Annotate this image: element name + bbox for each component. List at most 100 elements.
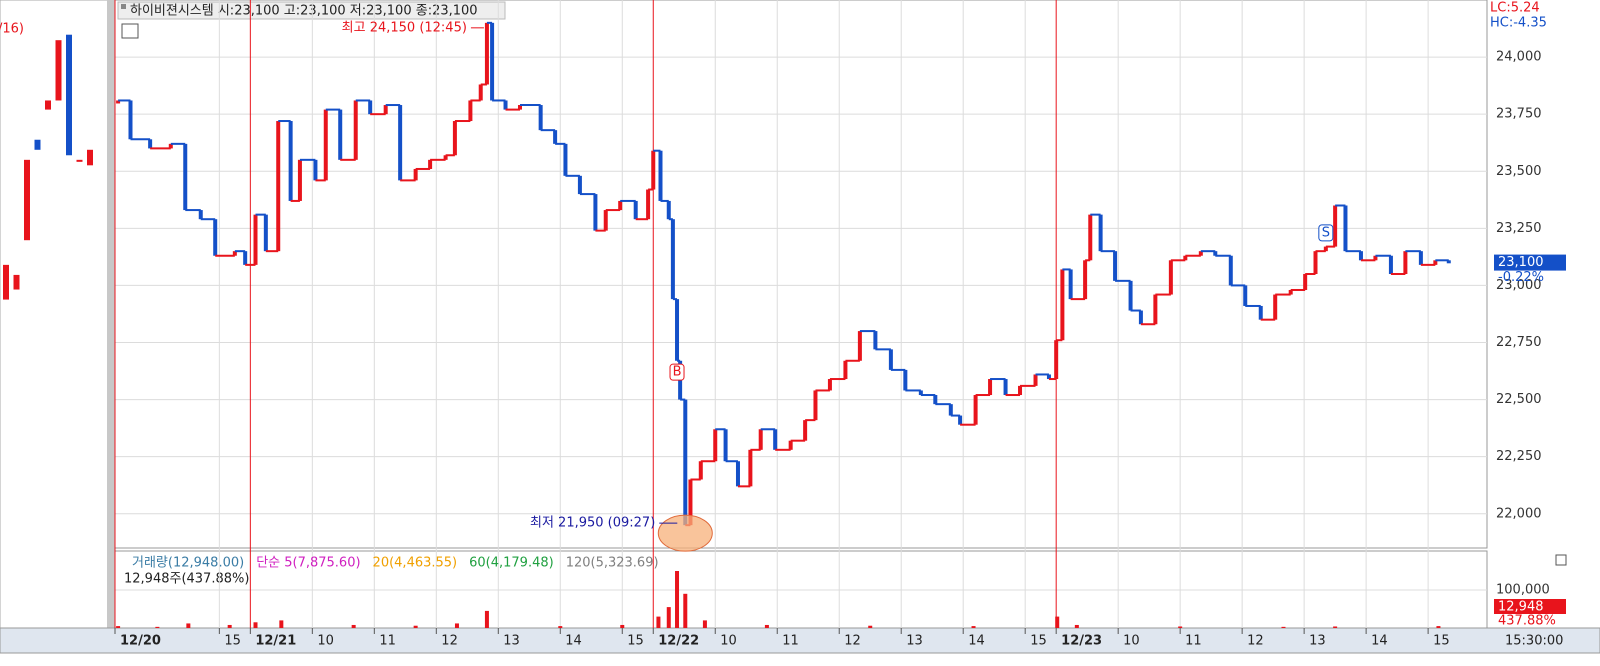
price-bar	[666, 200, 671, 220]
volume-bar	[155, 626, 160, 628]
price-bar	[658, 150, 663, 201]
y-tick-label: 23,500	[1496, 164, 1542, 179]
x-tick-label: 11	[782, 634, 799, 649]
price-bar	[773, 429, 778, 450]
volume-bar	[558, 626, 563, 628]
price-bar	[1088, 214, 1093, 261]
volume-bar	[454, 623, 459, 628]
signal-marker	[669, 363, 685, 381]
mini-candle	[76, 159, 83, 162]
price-bar	[633, 200, 638, 220]
price-bar	[353, 100, 358, 160]
price-bar	[563, 143, 568, 176]
price-bar	[843, 360, 848, 380]
price-bar	[675, 299, 680, 361]
price-bar	[1388, 255, 1393, 274]
price-bar	[443, 155, 448, 160]
x-tick-label: 13	[906, 634, 923, 649]
current-price-box	[1494, 254, 1566, 271]
close-icon[interactable]	[1555, 554, 1567, 566]
price-bar	[538, 105, 543, 131]
price-bar	[428, 159, 433, 169]
volume-bar	[702, 620, 707, 628]
price-bar	[263, 214, 268, 252]
price-bar	[232, 251, 237, 256]
price-bar	[1343, 205, 1348, 252]
price-bar	[198, 210, 203, 220]
price-bar	[1433, 260, 1438, 265]
hc-label: HC:-4.35	[1490, 16, 1547, 31]
lc-label: LC:5.24	[1490, 1, 1540, 16]
price-bar	[651, 150, 656, 190]
price-bar	[288, 121, 293, 201]
price-bar	[813, 390, 818, 421]
price-bar	[788, 440, 793, 450]
price-bar	[1060, 269, 1065, 341]
low-highlight	[657, 514, 713, 552]
price-bar	[1183, 255, 1188, 261]
price-bar	[683, 399, 688, 526]
volume-bar	[1333, 626, 1338, 628]
x-tick-label: 12	[1247, 634, 1264, 649]
price-bar	[484, 22, 489, 85]
volume-bar	[1074, 624, 1079, 628]
signal-label: B	[673, 365, 682, 380]
x-tick-label: 14	[1371, 634, 1388, 649]
price-bar	[670, 219, 675, 300]
x-tick-label: 12	[441, 634, 458, 649]
price-bar	[1153, 294, 1158, 325]
end-time-label: 15:30:00	[1505, 634, 1563, 649]
title-icon	[121, 4, 126, 9]
mini-candle	[24, 159, 30, 241]
price-bar	[1313, 251, 1318, 274]
price-panel	[114, 0, 1488, 549]
price-bar	[276, 121, 281, 252]
price-bar	[748, 449, 753, 487]
x-tick-label: 10	[720, 634, 737, 649]
y-tick-label: 23,000	[1496, 278, 1542, 293]
volume-bar	[666, 607, 671, 628]
volume-bar	[868, 625, 873, 628]
price-bar	[478, 84, 483, 101]
price-bar	[183, 143, 188, 211]
x-tick-label: 12/20	[120, 634, 161, 649]
y-tick-label: 22,500	[1496, 392, 1542, 407]
price-bar	[903, 369, 908, 391]
x-tick-label: 15	[224, 634, 241, 649]
x-tick-label: 10	[317, 634, 334, 649]
volume-bar	[1178, 626, 1183, 628]
price-bar	[1198, 251, 1203, 256]
price-bar	[933, 395, 938, 405]
price-bar	[1098, 214, 1103, 252]
price-bar	[1333, 205, 1338, 247]
price-bar	[1373, 255, 1378, 261]
mini-candle	[55, 40, 62, 101]
y-tick-label: 22,000	[1496, 506, 1542, 521]
x-tick-label: 12	[844, 634, 861, 649]
price-bar	[723, 429, 728, 462]
volume-bar	[656, 616, 661, 628]
volume-legend: 거래량(12,948.00)	[132, 556, 244, 571]
volume-bar	[1055, 616, 1060, 628]
x-tick-label: 13	[503, 634, 520, 649]
price-bar	[1033, 374, 1038, 386]
price-bar	[1258, 305, 1263, 320]
mini-candle	[3, 264, 9, 300]
mini-panel	[0, 0, 109, 629]
high-label: 최고 24,150 (12:45)	[342, 20, 467, 35]
price-bar	[398, 105, 403, 181]
mini-label: /16)	[0, 22, 24, 37]
price-bar	[988, 379, 993, 396]
mini-candle	[34, 139, 41, 150]
mini-candle	[87, 149, 93, 166]
price-bar	[857, 331, 862, 361]
price-bar	[1303, 274, 1308, 290]
price-bar	[253, 214, 258, 265]
price-bar	[758, 429, 763, 450]
y-tick-label: 23,250	[1496, 221, 1542, 236]
price-bar	[490, 22, 495, 101]
volume-current-pct: 437.88%	[1498, 614, 1556, 629]
volume-bar	[971, 626, 976, 628]
title-box	[117, 1, 506, 20]
x-tick-label: 12/23	[1061, 634, 1102, 649]
